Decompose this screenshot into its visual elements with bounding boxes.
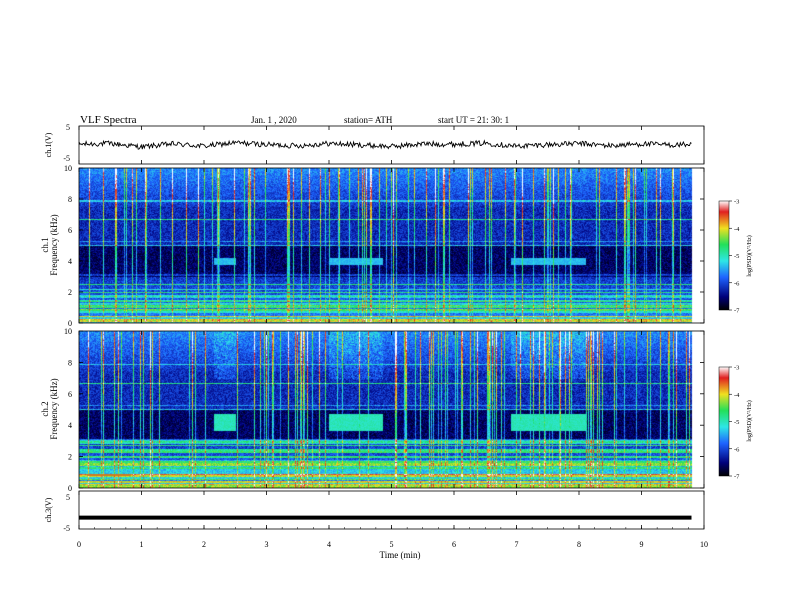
ch1-spectrogram-ytick-label: 0 (68, 319, 72, 328)
ch1-waveform-panel: 5 -5 ch.1(V) (44, 123, 705, 165)
time-axis-tick-label: 5 (390, 540, 394, 549)
ch1-ylabel: ch.1(V) (44, 132, 53, 157)
ch1-spectrogram-ytick-label: 6 (68, 226, 72, 235)
ch2-colorbar-tick-label: -7 (734, 474, 740, 481)
ch1-colorbar-tick-label: -6 (734, 280, 740, 287)
ch2-spectrogram-ytick-label: 10 (64, 327, 72, 336)
time-axis-ticks: 0 1 2 3 4 5 6 7 8 9 10 (77, 126, 708, 549)
ch1-spectrogram-ylabel-channel: ch.1 (40, 237, 50, 252)
time-axis-tick-label: 1 (140, 540, 144, 549)
ch1-colorbar-tick-label: -5 (734, 253, 739, 260)
ch3-ylabel: ch.3(V) (44, 497, 53, 522)
figure-title: VLF Spectra (80, 114, 137, 126)
time-axis-tick-label: 2 (202, 540, 206, 549)
ch2-spectrogram-yticks: 0 2 4 6 8 10 (64, 327, 704, 493)
ch1-colorbar-ticks: -3 -4 -5 -6 -7 (729, 199, 740, 315)
ch1-spectrogram-panel: 0 2 4 6 8 10 ch.1 Frequency (kHz) (40, 164, 705, 328)
ch2-colorbar-tick-label: -6 (734, 446, 740, 453)
ch2-colorbar: -3 -4 -5 -6 -7 log(PSD)(V²/Hz) (718, 365, 753, 481)
ch2-spectrogram-ylabel-channel: ch.2 (40, 401, 50, 416)
ch1-ytick-top: 5 (66, 123, 70, 132)
time-axis-tick-label: 10 (700, 540, 708, 549)
ch3-ytick-bottom: -5 (63, 524, 70, 533)
ch1-colorbar-tick-label: -7 (734, 308, 740, 315)
ch2-spectrogram-ytick-label: 2 (68, 453, 72, 462)
ch1-ytick-bottom: -5 (63, 154, 70, 163)
ch2-colorbar-tick-label: -3 (734, 365, 739, 372)
time-axis-tick-label: 8 (577, 540, 581, 549)
ch1-waveform-trace (78, 139, 692, 150)
ch1-spectrogram-ytick-label: 4 (68, 257, 72, 266)
ch1-colorbar-label: log(PSD)(V²/Hz) (746, 235, 753, 276)
ch2-spectrogram-ylabel-frequency: Frequency (kHz) (49, 378, 59, 439)
ch2-spectrogram-ytick-label: 8 (68, 358, 72, 367)
time-axis-tick-label: 4 (327, 540, 331, 549)
ch3-ytick-top: 5 (66, 493, 70, 502)
ch1-colorbar-tick-label: -3 (734, 199, 739, 206)
ch2-spectrogram-ytick-label: 0 (68, 484, 72, 493)
ch2-spectrogram-ytick-label: 4 (68, 421, 72, 430)
ch2-colorbar-gradient (718, 366, 730, 477)
ch2-colorbar-label: log(PSD)(V²/Hz) (746, 400, 753, 441)
ch2-spectrogram-panel: 0 2 4 6 8 10 ch.2 Frequency (kHz) (40, 327, 705, 493)
station-label: station= ATH (344, 115, 393, 125)
time-axis-tick-label: 7 (515, 540, 519, 549)
ch3-waveform-frame (78, 490, 705, 530)
ch2-spectrogram-canvas (79, 331, 704, 488)
time-axis-tick-label: 3 (265, 540, 269, 549)
ch1-colorbar-tick-label: -4 (734, 226, 740, 233)
ch3-waveform-panel: 5 -5 ch.3(V) (44, 490, 705, 533)
ch1-spectrogram-ytick-label: 8 (68, 195, 72, 204)
ch1-colorbar: -3 -4 -5 -6 -7 log(PSD)(V²/Hz) (718, 199, 753, 315)
ch2-colorbar-tick-label: -4 (734, 392, 740, 399)
ch1-colorbar-gradient (718, 200, 730, 311)
time-axis-tick-label: 0 (77, 540, 81, 549)
start-time-label: start UT = 21: 30: 1 (438, 115, 509, 125)
ch1-spectrogram-canvas (79, 168, 704, 323)
ch1-spectrogram-ytick-label: 10 (64, 164, 72, 173)
ch2-spectrogram-ytick-label: 6 (68, 390, 72, 399)
time-axis-tick-label: 6 (452, 540, 456, 549)
ch2-colorbar-tick-label: -5 (734, 419, 739, 426)
date-label: Jan. 1 , 2020 (251, 115, 297, 125)
ch1-spectrogram-ylabel-frequency: Frequency (kHz) (49, 214, 59, 275)
time-axis-label: Time (min) (380, 550, 421, 560)
ch2-colorbar-ticks: -3 -4 -5 -6 -7 (729, 365, 740, 481)
ch1-spectrogram-yticks: 0 2 4 6 8 10 (64, 164, 704, 328)
time-axis-tick-label: 9 (640, 540, 644, 549)
ch1-spectrogram-ytick-label: 2 (68, 288, 72, 297)
